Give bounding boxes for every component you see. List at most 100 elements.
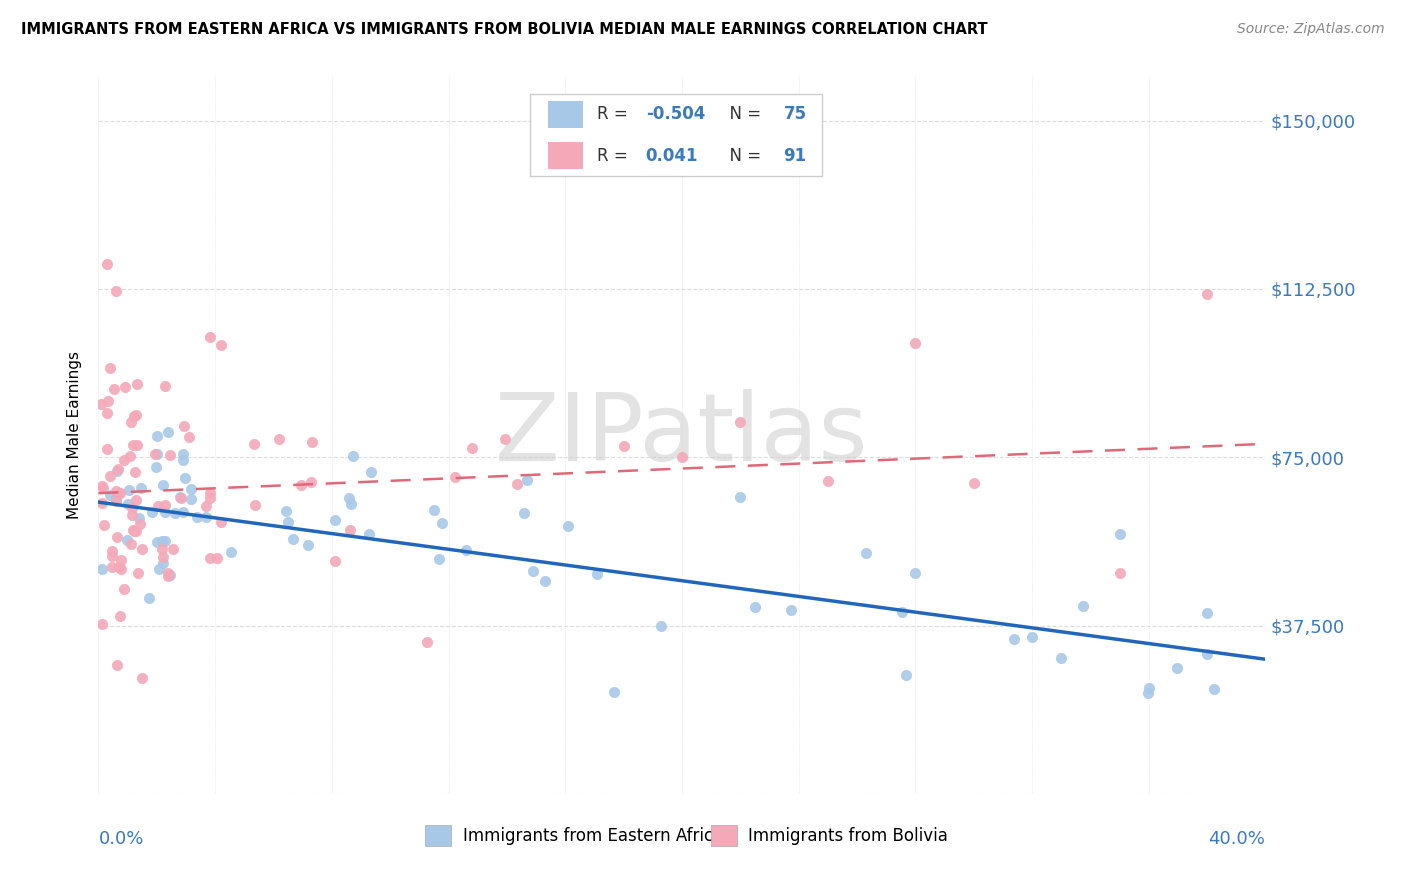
Point — [243, 437, 266, 451]
Point — [730, 415, 752, 429]
Point — [1202, 681, 1225, 696]
Point — [904, 566, 927, 581]
Point — [1021, 630, 1043, 644]
Point — [170, 491, 193, 506]
Point — [454, 543, 477, 558]
Point — [117, 497, 139, 511]
Point — [277, 515, 299, 529]
Point — [522, 564, 544, 578]
Text: 75: 75 — [783, 105, 807, 123]
Point — [93, 517, 115, 532]
Point — [243, 499, 266, 513]
Point — [153, 379, 176, 393]
Point — [141, 505, 163, 519]
Point — [105, 530, 128, 544]
Point — [219, 545, 242, 559]
Point — [194, 510, 217, 524]
Point — [269, 433, 291, 447]
Point — [90, 397, 112, 411]
Text: N =: N = — [720, 105, 766, 123]
Point — [100, 560, 122, 574]
Point — [153, 499, 176, 513]
Point — [962, 476, 984, 491]
Point — [125, 524, 148, 538]
Point — [110, 553, 132, 567]
Point — [146, 447, 169, 461]
Point — [650, 619, 672, 633]
Point — [1050, 650, 1073, 665]
Point — [120, 415, 142, 429]
Point — [91, 481, 114, 495]
Point — [101, 549, 124, 563]
Point — [104, 494, 127, 508]
Point — [143, 447, 166, 461]
Point — [104, 491, 127, 505]
Point — [121, 508, 143, 522]
Text: -0.504: -0.504 — [645, 105, 704, 123]
Point — [129, 517, 152, 532]
Point — [97, 394, 120, 409]
Text: 0.041: 0.041 — [645, 146, 699, 165]
Point — [96, 257, 118, 271]
Point — [152, 556, 174, 570]
Text: 40.0%: 40.0% — [1209, 830, 1265, 847]
Point — [112, 582, 135, 596]
Point — [107, 486, 129, 500]
Point — [148, 562, 170, 576]
Point — [180, 482, 202, 496]
Point — [557, 518, 579, 533]
Point — [98, 360, 121, 375]
Point — [131, 672, 153, 686]
Point — [153, 533, 176, 548]
Point — [198, 491, 221, 506]
Point — [122, 437, 145, 451]
Point — [1002, 632, 1025, 646]
Point — [506, 477, 529, 491]
Text: R =: R = — [596, 146, 633, 165]
Bar — [711, 825, 737, 846]
Text: 0.0%: 0.0% — [98, 830, 143, 847]
Point — [91, 495, 114, 509]
Point — [423, 502, 446, 516]
Point — [443, 470, 465, 484]
Point — [290, 478, 312, 492]
Bar — [530, 94, 823, 177]
Text: R =: R = — [596, 105, 633, 123]
Point — [200, 485, 222, 500]
Point — [96, 442, 118, 456]
Bar — [548, 142, 582, 169]
Point — [339, 523, 361, 537]
Point — [323, 513, 346, 527]
Point — [205, 551, 228, 566]
Text: 91: 91 — [783, 146, 807, 165]
Point — [1108, 527, 1130, 541]
Point — [169, 490, 191, 504]
Point — [101, 544, 124, 558]
Point — [105, 658, 128, 673]
Point — [586, 567, 609, 582]
Point — [162, 541, 184, 556]
Point — [894, 668, 917, 682]
Point — [121, 500, 143, 515]
Point — [1166, 660, 1188, 674]
Point — [103, 382, 125, 396]
Point — [283, 532, 305, 546]
Point — [172, 505, 194, 519]
Text: Immigrants from Bolivia: Immigrants from Bolivia — [748, 827, 948, 845]
Point — [122, 524, 145, 538]
Point — [904, 335, 927, 350]
Point — [323, 554, 346, 568]
Point — [172, 447, 194, 461]
Point — [173, 419, 195, 434]
Text: Immigrants from Eastern Africa: Immigrants from Eastern Africa — [463, 827, 723, 845]
Y-axis label: Median Male Earnings: Median Male Earnings — [67, 351, 83, 519]
Point — [105, 464, 128, 478]
Point — [108, 609, 131, 624]
Point — [152, 549, 174, 564]
Point — [172, 452, 194, 467]
Point — [360, 465, 382, 479]
Point — [1195, 287, 1218, 301]
Text: IMMIGRANTS FROM EASTERN AFRICA VS IMMIGRANTS FROM BOLIVIA MEDIAN MALE EARNINGS C: IMMIGRANTS FROM EASTERN AFRICA VS IMMIGR… — [21, 22, 987, 37]
Point — [671, 450, 693, 464]
Point — [91, 479, 114, 493]
